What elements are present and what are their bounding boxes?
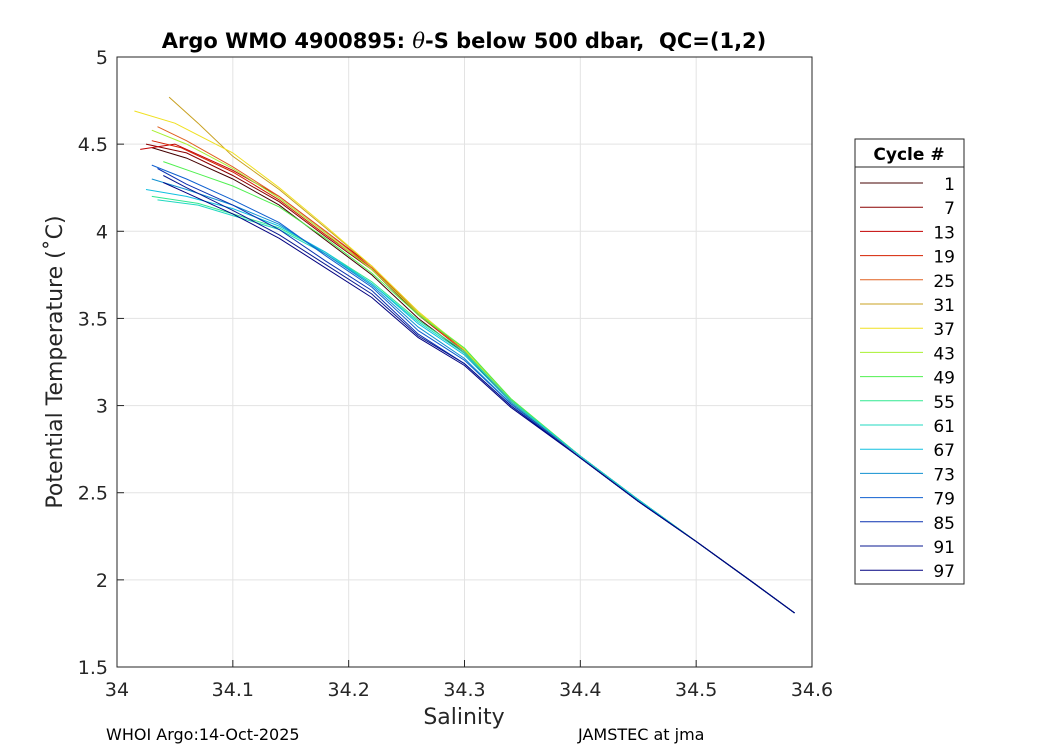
series-line-cycle-97 xyxy=(163,182,795,614)
axis-ticks: 34 34.1 34.2 34.3 34.4 34.5 34.6 1.5 2 2.5 3 3.5 4 4.… xyxy=(78,47,833,701)
legend-label-49: 49 xyxy=(933,369,955,389)
y-axis-label: Potential Temperature (˚C) xyxy=(43,215,68,508)
y-tick-label: 5 xyxy=(96,47,108,69)
legend-label-13: 13 xyxy=(933,223,955,243)
legend-label-25: 25 xyxy=(933,272,955,292)
series-layer xyxy=(134,96,795,614)
legend-label-79: 79 xyxy=(933,490,955,510)
y-tick-label: 1.5 xyxy=(78,657,108,679)
y-tick-label: 3 xyxy=(96,396,108,418)
legend-label-19: 19 xyxy=(933,248,955,268)
x-tick-label: 34.1 xyxy=(212,679,254,701)
y-tick-label: 2 xyxy=(96,570,108,592)
legend-label-37: 37 xyxy=(933,320,955,340)
legend-entries: 1 7 13 19 25 31 37 43 49 55 61 67 73 79 85 91 97 xyxy=(860,175,955,582)
footer-credit: JAMSTEC at jma xyxy=(578,725,705,744)
legend-label-1: 1 xyxy=(944,175,955,195)
chart-title: Argo WMO 4900895: θ-S below 500 dbar, QC… xyxy=(162,29,767,53)
footer-source-date: WHOI Argo:14-Oct-2025 xyxy=(106,725,300,744)
x-tick-label: 34.2 xyxy=(328,679,370,701)
legend-label-91: 91 xyxy=(933,538,955,558)
x-axis-label: Salinity xyxy=(423,705,504,730)
x-tick-label: 34 xyxy=(105,679,129,701)
legend-label-61: 61 xyxy=(933,417,955,437)
x-tick-label: 34.4 xyxy=(559,679,601,701)
legend-label-97: 97 xyxy=(933,562,955,582)
y-tick-label: 3.5 xyxy=(78,308,108,330)
x-tick-label: 34.3 xyxy=(443,679,485,701)
y-tick-label: 4 xyxy=(96,221,108,243)
legend-label-55: 55 xyxy=(933,393,955,413)
chart-title-suffix: -S below 500 dbar, QC=(1,2) xyxy=(425,29,766,53)
chart-title-prefix: Argo WMO 4900895: xyxy=(162,29,413,53)
x-tick-label: 34.6 xyxy=(791,679,833,701)
legend-label-31: 31 xyxy=(933,296,955,316)
y-tick-label: 4.5 xyxy=(78,134,108,156)
legend-label-43: 43 xyxy=(933,344,955,364)
y-tick-label: 2.5 xyxy=(78,483,108,505)
legend-label-73: 73 xyxy=(933,465,955,485)
legend-title: Cycle # xyxy=(873,145,944,165)
legend-label-7: 7 xyxy=(944,199,955,219)
legend-label-85: 85 xyxy=(933,514,955,534)
chart-title-theta: θ xyxy=(412,29,425,53)
legend: Cycle # 1 7 13 19 25 31 37 43 49 55 61 67 73 79 85 91 97 xyxy=(854,138,965,585)
legend-label-67: 67 xyxy=(933,441,955,461)
x-tick-label: 34.5 xyxy=(675,679,717,701)
legend-box xyxy=(854,138,965,585)
